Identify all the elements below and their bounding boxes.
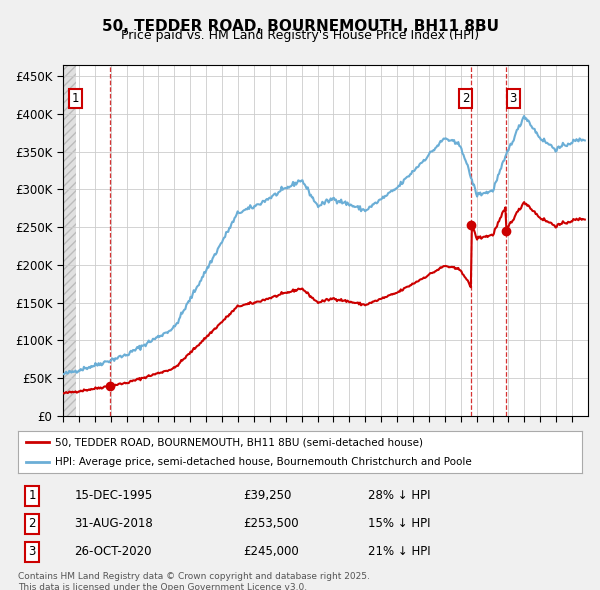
Text: 1: 1 — [28, 490, 36, 503]
Text: 06: 06 — [263, 447, 276, 457]
Text: 11: 11 — [343, 447, 355, 457]
Text: 04: 04 — [232, 447, 244, 457]
Text: 20: 20 — [534, 432, 547, 442]
Text: 20: 20 — [502, 432, 515, 442]
Text: 05: 05 — [248, 447, 260, 457]
Text: 93: 93 — [57, 447, 69, 457]
Text: 19: 19 — [136, 432, 149, 442]
Text: 28% ↓ HPI: 28% ↓ HPI — [368, 490, 430, 503]
Text: 3: 3 — [509, 93, 517, 106]
Text: 20: 20 — [343, 432, 356, 442]
Text: Price paid vs. HM Land Registry's House Price Index (HPI): Price paid vs. HM Land Registry's House … — [121, 30, 479, 42]
Text: 20: 20 — [518, 432, 530, 442]
Text: 50, TEDDER ROAD, BOURNEMOUTH, BH11 8BU (semi-detached house): 50, TEDDER ROAD, BOURNEMOUTH, BH11 8BU (… — [55, 437, 422, 447]
Text: 23: 23 — [534, 447, 547, 457]
Text: 1: 1 — [72, 93, 79, 106]
Text: £39,250: £39,250 — [244, 490, 292, 503]
Text: 97: 97 — [121, 447, 133, 457]
Text: 02: 02 — [200, 447, 212, 457]
Text: 19: 19 — [121, 432, 133, 442]
Text: Contains HM Land Registry data © Crown copyright and database right 2025.
This d: Contains HM Land Registry data © Crown c… — [18, 572, 370, 590]
Text: 12: 12 — [359, 447, 371, 457]
Text: 20: 20 — [391, 432, 403, 442]
Text: 14: 14 — [391, 447, 403, 457]
Text: 15% ↓ HPI: 15% ↓ HPI — [368, 517, 430, 530]
Text: 20: 20 — [487, 432, 499, 442]
Text: 95: 95 — [89, 447, 101, 457]
Text: 31-AUG-2018: 31-AUG-2018 — [74, 517, 153, 530]
Bar — [63, 65, 76, 416]
Text: 24: 24 — [550, 447, 562, 457]
Text: 19: 19 — [89, 432, 101, 442]
Text: 19: 19 — [57, 432, 69, 442]
Text: 2: 2 — [28, 517, 36, 530]
Text: 19: 19 — [104, 432, 117, 442]
Text: 13: 13 — [375, 447, 388, 457]
Text: 19: 19 — [73, 432, 85, 442]
Text: 20: 20 — [295, 432, 308, 442]
Text: 16: 16 — [423, 447, 435, 457]
Text: 00: 00 — [168, 447, 181, 457]
Text: 2: 2 — [462, 93, 469, 106]
Text: 20: 20 — [200, 432, 212, 442]
Text: 20: 20 — [550, 432, 562, 442]
Text: 20: 20 — [248, 432, 260, 442]
Text: 50, TEDDER ROAD, BOURNEMOUTH, BH11 8BU: 50, TEDDER ROAD, BOURNEMOUTH, BH11 8BU — [101, 19, 499, 34]
Text: 20: 20 — [423, 432, 435, 442]
Text: 19: 19 — [152, 432, 164, 442]
Text: 26-OCT-2020: 26-OCT-2020 — [74, 545, 152, 558]
Text: 18: 18 — [455, 447, 467, 457]
Text: 20: 20 — [470, 432, 483, 442]
Text: 07: 07 — [280, 447, 292, 457]
Text: 20: 20 — [439, 432, 451, 442]
Text: 20: 20 — [487, 447, 499, 457]
Text: £245,000: £245,000 — [244, 545, 299, 558]
Text: 94: 94 — [73, 447, 85, 457]
Text: 15: 15 — [407, 447, 419, 457]
Text: 20: 20 — [327, 432, 340, 442]
Text: HPI: Average price, semi-detached house, Bournemouth Christchurch and Poole: HPI: Average price, semi-detached house,… — [55, 457, 472, 467]
Text: 19: 19 — [470, 447, 483, 457]
Text: 20: 20 — [263, 432, 276, 442]
Text: 25: 25 — [566, 447, 578, 457]
Text: 20: 20 — [455, 432, 467, 442]
Text: 20: 20 — [359, 432, 371, 442]
Text: 98: 98 — [136, 447, 149, 457]
Text: 10: 10 — [328, 447, 340, 457]
Text: 20: 20 — [280, 432, 292, 442]
Text: 08: 08 — [296, 447, 308, 457]
Text: 20: 20 — [407, 432, 419, 442]
Text: 96: 96 — [104, 447, 117, 457]
Text: £253,500: £253,500 — [244, 517, 299, 530]
Text: 20: 20 — [216, 432, 228, 442]
Text: 17: 17 — [439, 447, 451, 457]
Text: 20: 20 — [184, 432, 196, 442]
Text: 20: 20 — [566, 432, 578, 442]
Text: 20: 20 — [311, 432, 324, 442]
Text: 3: 3 — [28, 545, 36, 558]
Text: 09: 09 — [311, 447, 323, 457]
Text: 20: 20 — [232, 432, 244, 442]
Text: 22: 22 — [518, 447, 530, 457]
Text: 99: 99 — [152, 447, 164, 457]
Text: 03: 03 — [216, 447, 228, 457]
Text: 15-DEC-1995: 15-DEC-1995 — [74, 490, 152, 503]
Text: 01: 01 — [184, 447, 196, 457]
Text: 21: 21 — [502, 447, 515, 457]
Text: 20: 20 — [168, 432, 181, 442]
Text: 20: 20 — [375, 432, 388, 442]
Text: 21% ↓ HPI: 21% ↓ HPI — [368, 545, 430, 558]
